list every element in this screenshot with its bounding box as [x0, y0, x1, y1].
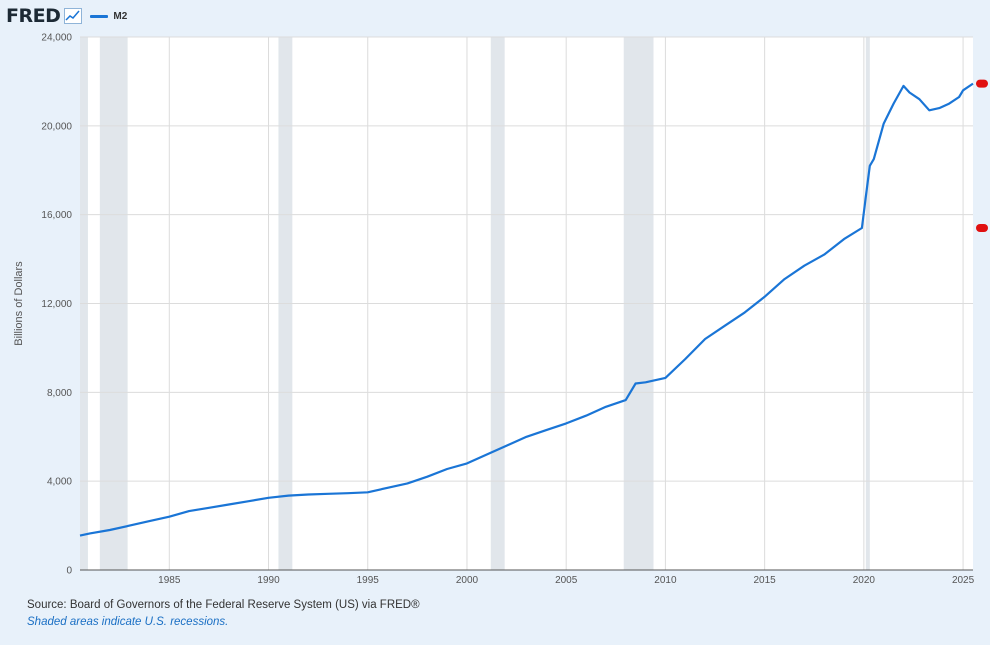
- highlight-marker: [976, 223, 988, 232]
- line-chart-icon: [64, 8, 83, 24]
- fred-logo[interactable]: FRED: [6, 5, 61, 27]
- y-axis-title: Billions of Dollars: [13, 261, 25, 346]
- chart-header: FRED M2: [6, 4, 127, 28]
- x-tick-label: 2000: [456, 575, 479, 586]
- y-tick-label: 16,000: [41, 210, 72, 221]
- y-tick-label: 4,000: [47, 477, 72, 488]
- x-tick-label: 2015: [754, 575, 777, 586]
- series-line-m2: [79, 82, 974, 537]
- x-tick-label: 2020: [853, 575, 876, 586]
- y-tick-label: 24,000: [41, 33, 72, 44]
- recession-note: Shaded areas indicate U.S. recessions.: [27, 616, 229, 628]
- x-tick-label: 2010: [654, 575, 677, 586]
- legend-swatch-m2: [90, 14, 109, 18]
- highlight-marker: [976, 79, 988, 88]
- x-tick-label: 1990: [257, 575, 280, 586]
- y-tick-label: 12,000: [41, 299, 72, 310]
- y-tick-label: 8,000: [47, 388, 72, 399]
- y-tick-label: 0: [66, 566, 72, 577]
- x-tick-label: 2025: [952, 575, 975, 586]
- x-tick-label: 2005: [555, 575, 578, 586]
- legend[interactable]: M2: [90, 11, 127, 22]
- legend-label-m2: M2: [113, 10, 128, 22]
- x-tick-label: 1985: [158, 575, 181, 586]
- x-tick-label: 1995: [357, 575, 380, 586]
- y-tick-label: 20,000: [41, 121, 72, 132]
- source-text: Source: Board of Governors of the Federa…: [27, 599, 420, 611]
